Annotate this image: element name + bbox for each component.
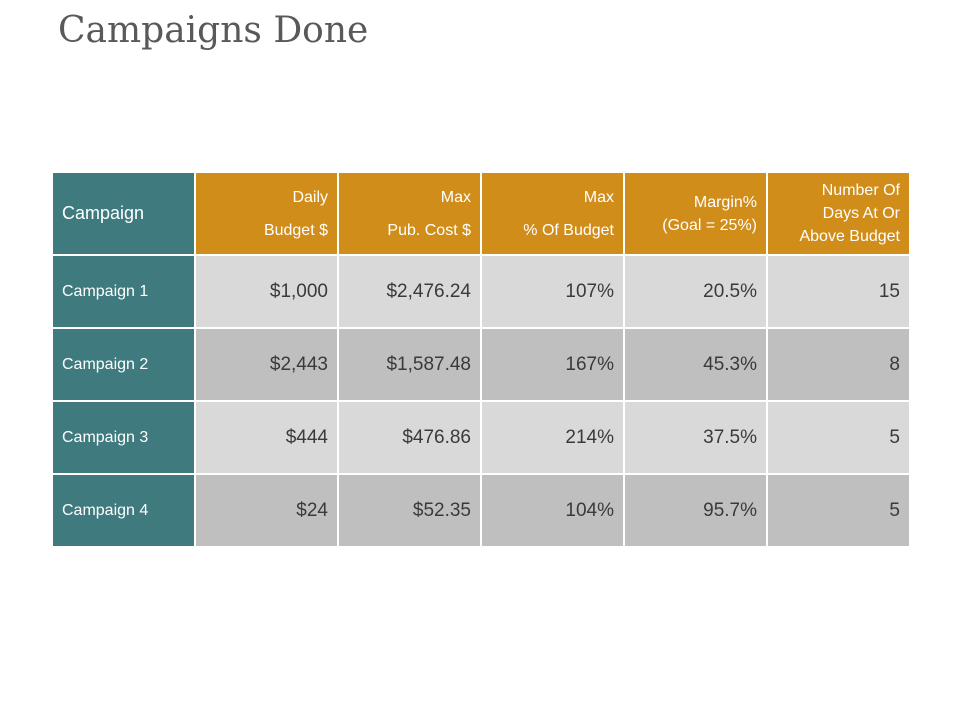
header-max-pub-cost-line2: Pub. Cost $ xyxy=(387,221,471,239)
table-header-row: Campaign Daily Budget $ Max Pub. Cost $ … xyxy=(51,171,911,256)
cell-daily-budget: $24 xyxy=(194,473,339,548)
cell-max-percent-budget: 104% xyxy=(480,473,625,548)
row-label: Campaign 4 xyxy=(51,473,196,548)
table-row: Campaign 4 $24 $52.35 104% 95.7% 5 xyxy=(51,473,911,548)
row-label: Campaign 1 xyxy=(51,254,196,329)
header-days-line1: Number Of xyxy=(821,182,900,199)
cell-margin: 95.7% xyxy=(623,473,768,548)
cell-max-pub-cost: $2,476.24 xyxy=(337,254,482,329)
header-max-percent-budget-line1: Max xyxy=(583,188,614,206)
row-label: Campaign 2 xyxy=(51,327,196,402)
cell-daily-budget: $1,000 xyxy=(194,254,339,329)
cell-max-pub-cost: $476.86 xyxy=(337,400,482,475)
cell-max-pub-cost: $1,587.48 xyxy=(337,327,482,402)
cell-max-percent-budget: 107% xyxy=(480,254,625,329)
cell-days-above-budget: 5 xyxy=(766,400,911,475)
header-margin: Margin% (Goal = 25%) xyxy=(623,171,768,256)
header-days-above-budget: Number Of Days At Or Above Budget xyxy=(766,171,911,256)
table-row: Campaign 2 $2,443 $1,587.48 167% 45.3% 8 xyxy=(51,327,911,402)
cell-margin: 37.5% xyxy=(623,400,768,475)
cell-max-pub-cost: $52.35 xyxy=(337,473,482,548)
header-margin-line1: Margin% xyxy=(693,193,757,211)
campaigns-table: Campaign Daily Budget $ Max Pub. Cost $ … xyxy=(51,171,911,548)
cell-daily-budget: $444 xyxy=(194,400,339,475)
cell-margin: 45.3% xyxy=(623,327,768,402)
header-max-pub-cost-line1: Max xyxy=(440,188,471,206)
header-days-line3: Above Budget xyxy=(799,228,900,245)
header-max-pub-cost: Max Pub. Cost $ xyxy=(337,171,482,256)
cell-daily-budget: $2,443 xyxy=(194,327,339,402)
cell-days-above-budget: 15 xyxy=(766,254,911,329)
header-margin-line2: (Goal = 25%) xyxy=(662,216,757,234)
header-daily-budget-line2: Budget $ xyxy=(263,221,328,239)
table-row: Campaign 1 $1,000 $2,476.24 107% 20.5% 1… xyxy=(51,254,911,329)
header-daily-budget: Daily Budget $ xyxy=(194,171,339,256)
header-max-percent-budget: Max % Of Budget xyxy=(480,171,625,256)
cell-max-percent-budget: 167% xyxy=(480,327,625,402)
cell-days-above-budget: 8 xyxy=(766,327,911,402)
table-row: Campaign 3 $444 $476.86 214% 37.5% 5 xyxy=(51,400,911,475)
header-daily-budget-line1: Daily xyxy=(292,188,328,206)
cell-margin: 20.5% xyxy=(623,254,768,329)
header-campaign: Campaign xyxy=(51,171,196,256)
header-max-percent-budget-line2: % Of Budget xyxy=(523,221,614,239)
header-days-line2: Days At Or xyxy=(822,205,900,222)
cell-days-above-budget: 5 xyxy=(766,473,911,548)
row-label: Campaign 3 xyxy=(51,400,196,475)
cell-max-percent-budget: 214% xyxy=(480,400,625,475)
page-title: Campaigns Done xyxy=(58,10,369,51)
